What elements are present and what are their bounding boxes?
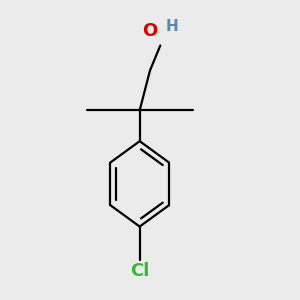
Text: H: H <box>166 19 178 34</box>
Text: Cl: Cl <box>130 262 149 280</box>
Text: O: O <box>142 22 158 40</box>
